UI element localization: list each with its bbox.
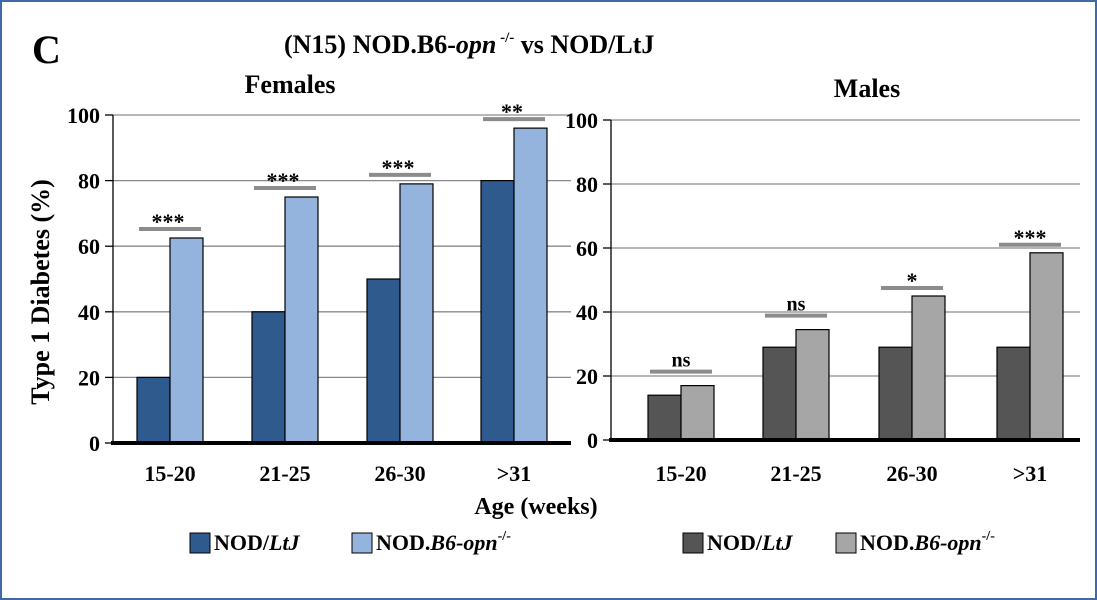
figure-title-prefix: (N15) NOD.B6- — [284, 30, 456, 59]
figure-title-superscript: -/- — [496, 30, 514, 46]
females-category-label: 21-25 — [259, 461, 310, 486]
males-bar-nod-ltj — [647, 394, 682, 441]
x-axis-label: Age (weeks) — [474, 494, 597, 520]
females-bar-nod-ltj — [366, 278, 401, 444]
males-y-tick-label: 80 — [576, 172, 598, 197]
males-legend-swatch — [682, 532, 704, 554]
females-category-label: 15-20 — [144, 461, 195, 486]
males-chart: Males 0 20 40 60 80 100 15-20 21-25 26-30 >31 ns ns *… — [565, 74, 1080, 555]
females-bar-nod-b6-opn — [513, 127, 548, 444]
males-bar-nod-b6-opn — [795, 329, 830, 441]
females-bar-nod-ltj — [136, 376, 171, 444]
females-chart-title: Females — [245, 70, 336, 99]
females-legend-swatch — [189, 532, 211, 554]
females-significance-label: *** — [152, 209, 185, 234]
males-significance-label: ns — [672, 350, 691, 372]
females-significance-label: ** — [501, 99, 523, 124]
females-legend-swatch — [351, 532, 373, 554]
males-y-tick-label: 20 — [576, 364, 598, 389]
males-chart-title: Males — [834, 74, 900, 103]
females-significance-label: *** — [382, 155, 415, 180]
males-category-label: 26-30 — [886, 461, 937, 486]
figure-title-gene: opn — [456, 30, 496, 59]
y-axis-label: Type 1 Diabetes (%) — [26, 179, 55, 405]
figure-title-suffix: vs NOD/LtJ — [514, 30, 654, 59]
males-legend-label: NOD/LtJ — [707, 530, 794, 555]
males-category-label: >31 — [1013, 461, 1048, 486]
females-legend: NOD/LtJ NOD.B6-opn-/- — [189, 529, 511, 555]
figure-title: (N15) NOD.B6-opn -/- vs NOD/LtJ — [284, 30, 654, 59]
males-bar-nod-ltj — [878, 346, 913, 441]
males-legend-swatch — [835, 532, 857, 554]
males-bar-nod-b6-opn — [1029, 252, 1064, 441]
males-category-label: 21-25 — [770, 461, 821, 486]
males-y-tick-label: 100 — [565, 108, 598, 133]
females-y-tick-label: 0 — [89, 431, 100, 456]
males-y-tick-label: 0 — [587, 428, 598, 453]
females-bar-nod-b6-opn — [284, 196, 319, 444]
females-bar-nod-b6-opn — [169, 237, 204, 444]
males-legend-label: NOD.B6-opn-/- — [860, 529, 995, 555]
females-significance-label: *** — [267, 168, 300, 193]
females-legend-label: NOD/LtJ — [214, 530, 301, 555]
males-significance-label: ns — [787, 294, 806, 316]
males-y-tick-label: 40 — [576, 300, 598, 325]
females-bar-nod-b6-opn — [399, 183, 434, 444]
females-y-tick-label: 60 — [78, 234, 100, 259]
males-y-tick-label: 60 — [576, 236, 598, 261]
females-bar-nod-ltj — [251, 311, 286, 444]
males-bar-nod-ltj — [996, 346, 1031, 441]
females-legend-label: NOD.B6-opn-/- — [376, 529, 511, 555]
females-bar-nod-ltj — [480, 180, 515, 444]
females-category-label: >31 — [497, 461, 532, 486]
panel-letter: C — [32, 27, 61, 72]
males-legend: NOD/LtJ NOD.B6-opn-/- — [682, 529, 995, 555]
females-y-tick-label: 80 — [78, 169, 100, 194]
females-y-tick-label: 20 — [78, 365, 100, 390]
males-bar-nod-b6-opn — [911, 295, 946, 441]
males-significance-label: * — [907, 268, 918, 293]
females-category-label: 26-30 — [374, 461, 425, 486]
males-significance-label: *** — [1014, 225, 1047, 250]
females-y-tick-label: 100 — [67, 103, 100, 128]
males-category-label: 15-20 — [655, 461, 706, 486]
males-bar-nod-ltj — [762, 346, 797, 441]
males-bar-nod-b6-opn — [680, 385, 715, 441]
females-y-tick-label: 40 — [78, 300, 100, 325]
